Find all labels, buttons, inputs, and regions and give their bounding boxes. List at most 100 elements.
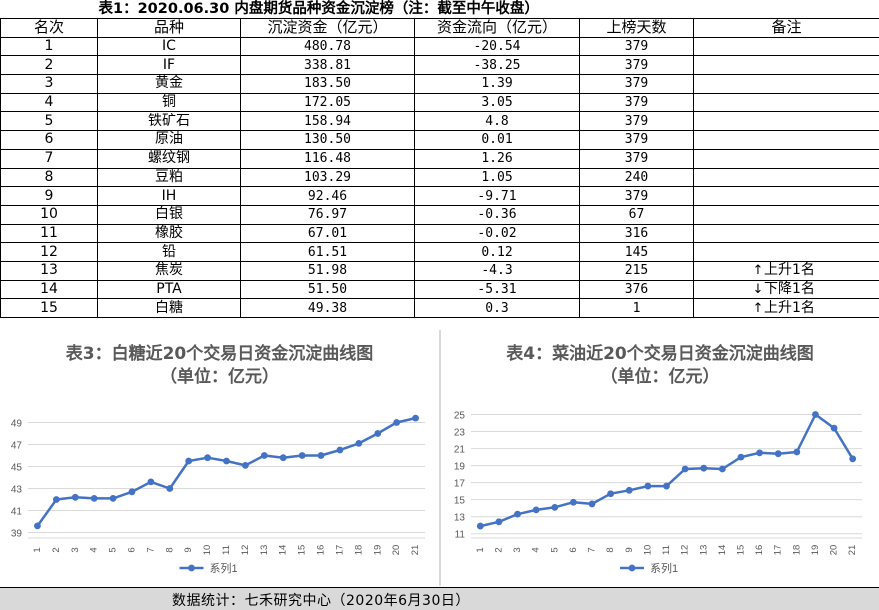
data-point: [644, 483, 651, 490]
chart-subtitle: （单位：亿元）: [441, 365, 879, 389]
days-cell: 379: [580, 187, 694, 206]
x-tick-label: 10: [642, 545, 653, 556]
note-cell: ↓下降1名: [694, 280, 879, 299]
capital-cell: 183.50: [241, 75, 415, 94]
x-tick-label: 9: [183, 547, 194, 552]
y-tick-label: 23: [454, 428, 466, 439]
x-tick-label: 17: [773, 545, 784, 556]
legend-label: 系列1: [650, 561, 678, 575]
data-point: [793, 449, 800, 456]
y-tick-label: 17: [454, 479, 466, 490]
flow-cell: 1.26: [415, 149, 580, 168]
rank-cell: 15: [1, 299, 98, 318]
name-cell: 橡胶: [98, 224, 241, 243]
x-tick-label: 21: [410, 545, 421, 556]
days-cell: 379: [580, 56, 694, 75]
flow-cell: -0.36: [415, 205, 580, 224]
x-tick-label: 4: [531, 547, 542, 552]
days-cell: 379: [580, 37, 694, 56]
days-cell: 145: [580, 243, 694, 262]
rank-cell: 5: [1, 112, 98, 131]
capital-cell: 49.38: [241, 299, 415, 318]
data-point: [775, 450, 782, 457]
x-tick-label: 4: [89, 547, 100, 552]
data-point: [570, 499, 577, 506]
chart-title: 表4：菜油近20个交易日资金沉淀曲线图: [441, 342, 879, 366]
x-tick-label: 14: [278, 545, 289, 556]
x-tick-label: 13: [698, 545, 709, 556]
data-point: [53, 496, 60, 503]
flow-cell: 0.3: [415, 299, 580, 318]
flow-cell: -0.02: [415, 224, 580, 243]
capital-cell: 338.81: [241, 56, 415, 75]
rank-cell: 4: [1, 93, 98, 112]
note-cell: [694, 131, 879, 150]
note-cell: [694, 75, 879, 94]
capital-cell: 158.94: [241, 112, 415, 131]
data-point: [700, 465, 707, 472]
name-cell: 铜: [98, 93, 241, 112]
data-point: [166, 485, 173, 492]
note-cell: [694, 37, 879, 56]
rank-cell: 14: [1, 280, 98, 299]
x-tick-label: 20: [391, 545, 402, 556]
flow-cell: -5.31: [415, 280, 580, 299]
x-tick-label: 2: [493, 547, 504, 552]
data-point: [374, 430, 381, 437]
rank-cell: 6: [1, 131, 98, 150]
name-cell: IH: [98, 187, 241, 206]
data-point: [626, 487, 633, 494]
data-point: [204, 454, 211, 461]
days-cell: 379: [580, 149, 694, 168]
days-cell: 215: [580, 261, 694, 280]
note-cell: [694, 168, 879, 187]
capital-cell: 130.50: [241, 131, 415, 150]
note-cell: [694, 112, 879, 131]
y-tick-label: 25: [454, 411, 466, 422]
x-tick-label: 18: [791, 545, 802, 556]
header-note: 备注: [694, 19, 879, 38]
capital-cell: 51.50: [241, 280, 415, 299]
rank-cell: 7: [1, 149, 98, 168]
data-point: [738, 454, 745, 461]
rank-cell: 11: [1, 224, 98, 243]
x-tick-label: 6: [568, 547, 579, 552]
data-point: [514, 511, 521, 518]
capital-cell: 76.97: [241, 205, 415, 224]
x-tick-label: 7: [587, 547, 598, 552]
flow-cell: 0.12: [415, 243, 580, 262]
capital-cell: 51.98: [241, 261, 415, 280]
name-cell: 原油: [98, 131, 241, 150]
arrow-up-icon: ↑: [752, 262, 764, 279]
data-point: [663, 483, 670, 490]
data-point: [607, 490, 614, 497]
name-cell: 焦炭: [98, 261, 241, 280]
data-point: [280, 454, 287, 461]
x-tick-label: 14: [717, 545, 728, 556]
note-cell: [694, 205, 879, 224]
footer-source: 数据统计：七禾研究中心（2020年6月30日）: [172, 590, 470, 610]
capital-cell: 67.01: [241, 224, 415, 243]
data-point: [299, 452, 306, 459]
name-cell: 铁矿石: [98, 112, 241, 131]
data-point: [355, 440, 362, 447]
data-point: [831, 425, 838, 432]
data-point: [589, 501, 596, 508]
x-tick-label: 11: [221, 545, 232, 555]
name-cell: 螺纹钢: [98, 149, 241, 168]
name-cell: 铅: [98, 243, 241, 262]
days-cell: 67: [580, 205, 694, 224]
data-point: [849, 455, 856, 462]
days-cell: 379: [580, 131, 694, 150]
rank-cell: 9: [1, 187, 98, 206]
x-tick-label: 19: [372, 545, 383, 556]
x-tick-label: 3: [512, 547, 523, 552]
legend-marker: [188, 565, 195, 572]
